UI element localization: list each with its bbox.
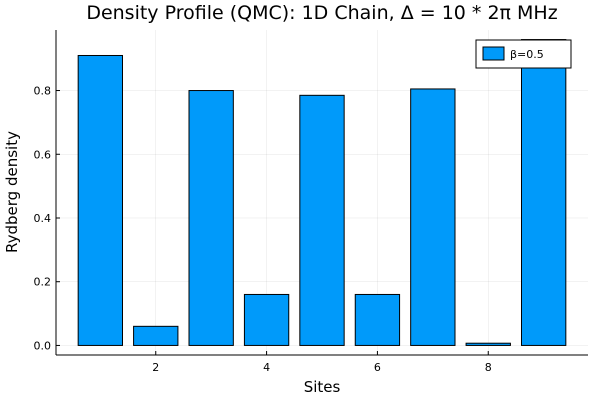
axes (55, 30, 588, 356)
legend-swatch (482, 46, 505, 61)
bar-site-3 (188, 90, 234, 346)
y-tick-label: 0.2 (34, 276, 52, 289)
bar-site-6 (354, 293, 401, 346)
bar-site-9 (521, 39, 567, 346)
y-tick-label: 0.6 (34, 148, 52, 161)
x-axis-label: Sites (304, 378, 341, 396)
bar-site-7 (410, 88, 456, 346)
legend-label: β=0.5 (510, 48, 544, 61)
ticks: 2 4 6 8 0.0 0.2 0.4 0.6 0.8 (34, 85, 492, 374)
legend: β=0.5 (475, 39, 572, 69)
bar-site-8 (465, 342, 511, 346)
y-tick-label: 0.8 (34, 85, 52, 98)
y-axis-label: Rydberg density (3, 131, 21, 253)
chart-title: Density Profile (QMC): 1D Chain, Δ = 10 … (86, 2, 557, 24)
x-tick-label: 6 (374, 361, 381, 374)
bar-site-4 (243, 293, 290, 346)
bar-site-5 (299, 94, 345, 346)
x-tick-label: 8 (485, 361, 492, 374)
bars (77, 39, 567, 346)
bar-site-2 (133, 325, 179, 346)
y-tick-label: 0.0 (34, 339, 52, 352)
x-tick-label: 4 (263, 361, 270, 374)
y-tick-label: 0.4 (34, 212, 52, 225)
bar-site-1 (77, 54, 123, 346)
x-tick-label: 2 (152, 361, 159, 374)
